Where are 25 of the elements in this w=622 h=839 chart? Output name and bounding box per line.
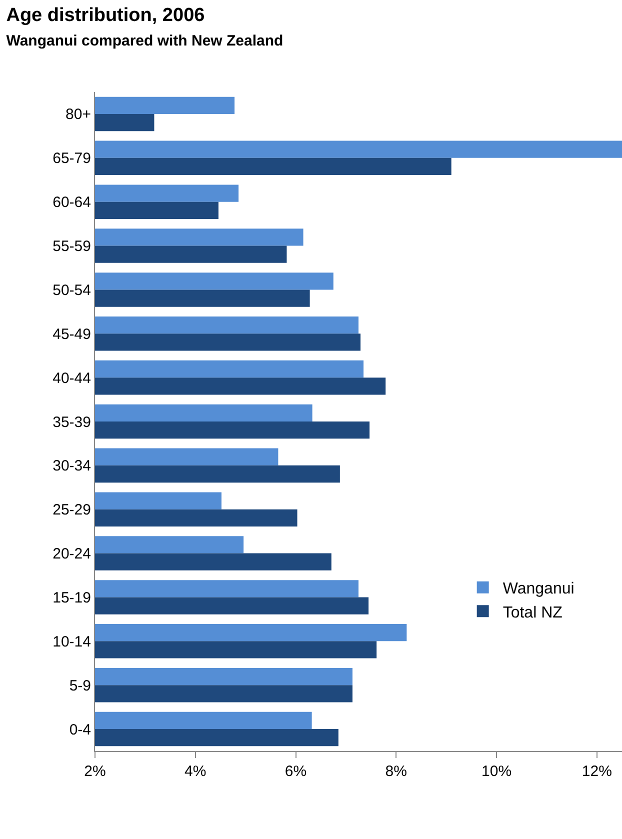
y-tick-label: 65-79 (52, 150, 91, 168)
y-tick-label: 80+ (66, 106, 92, 124)
y-tick-label: 35-39 (52, 414, 91, 431)
legend-label: Total NZ (502, 604, 563, 622)
y-tick-label: 20-24 (52, 546, 91, 563)
y-tick-label: 30-34 (52, 458, 91, 475)
x-tick-label: 8% (385, 763, 407, 780)
y-tick-label: 55-59 (52, 238, 91, 256)
y-tick-label: 60-64 (52, 194, 91, 212)
y-tick-label: 40-44 (52, 370, 91, 387)
y-tick-label: 50-54 (52, 282, 91, 299)
x-tick-label: 6% (284, 763, 307, 780)
chart-subtitle: Wanganui compared with New Zealand (6, 32, 284, 50)
legend-label: Wanganui (502, 580, 574, 598)
y-tick-label: 45-49 (52, 326, 91, 343)
y-tick-label: 25-29 (52, 502, 91, 519)
x-tick-label: 12% (582, 763, 612, 780)
chart-title: Age distribution, 2006 (6, 4, 205, 26)
y-tick-label: 10-14 (52, 633, 91, 650)
y-tick-label: 15-19 (52, 589, 91, 606)
x-tick-label: 2% (84, 763, 106, 780)
y-tick-label: 5-9 (69, 677, 91, 694)
x-tick-label: 10% (482, 763, 512, 780)
x-tick-label: 4% (184, 763, 206, 780)
y-tick-label: 0-4 (69, 721, 91, 738)
